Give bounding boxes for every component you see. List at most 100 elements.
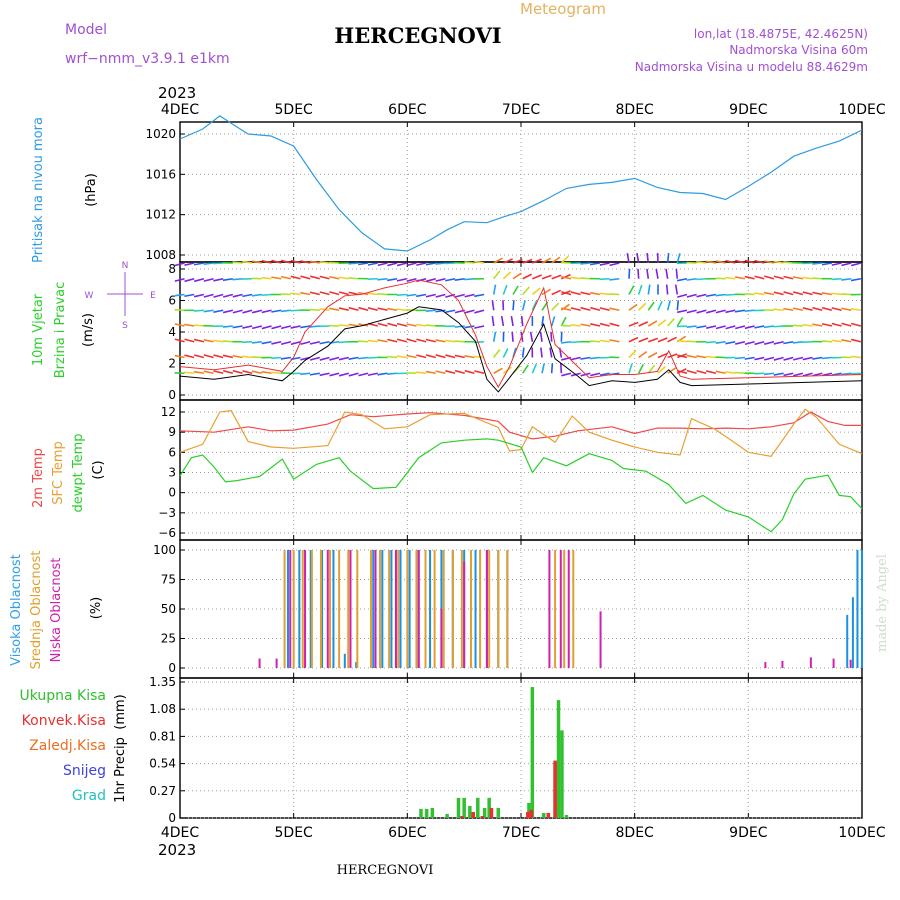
bottom-date-label: 6DEC (388, 825, 427, 841)
wind-arrow (560, 340, 572, 344)
wind-arrow (792, 340, 803, 344)
wind-arrow (677, 293, 688, 298)
wind-arrow (309, 356, 321, 361)
wind-arrow (754, 372, 765, 375)
wind-arrow (850, 307, 861, 312)
wind-arrow (280, 259, 292, 264)
wind-arrow (184, 371, 195, 375)
wind-arrow (387, 277, 398, 282)
wind-arrow (792, 356, 804, 361)
wind-arrow (193, 354, 205, 359)
wind-arrow (474, 325, 485, 329)
wind-arrow (474, 293, 485, 298)
precip-bar (482, 807, 487, 818)
clouds-bar (356, 550, 359, 668)
wind-arrow (532, 274, 542, 280)
wind-arrow (675, 268, 679, 279)
wind-arrow (655, 268, 659, 279)
model-label: Model (65, 22, 107, 38)
wind-arrow (520, 315, 524, 327)
clouds-bar (298, 550, 301, 668)
clouds-bar (861, 550, 863, 668)
precip-bar (460, 815, 464, 818)
clouds-bar (764, 662, 767, 668)
wind-arrow (646, 252, 650, 264)
wind-arrow (696, 325, 707, 329)
wind-arrow (657, 319, 667, 327)
precip-legend-item: Snijeg (63, 763, 106, 779)
top-date-axis: 4DEC 5DEC 6DEC 7DEC 8DEC 9DEC 10DEC (161, 102, 886, 118)
wind-arrow (261, 340, 272, 345)
wind-arrow (763, 291, 775, 296)
wind-arrow (725, 309, 736, 314)
wind-arrow (705, 260, 717, 264)
wind-arrow (580, 277, 591, 280)
clouds-bar (326, 550, 329, 668)
wind-arrow (773, 308, 784, 312)
wind-arrow (841, 307, 852, 312)
wind-arrow (522, 273, 532, 280)
footer-title: HERCEGNOVI (337, 863, 434, 878)
wind-arrow (812, 323, 823, 327)
wind-arrow (541, 257, 552, 264)
precip-legend-item: Grad (72, 788, 106, 804)
wind-arrow (222, 309, 234, 314)
wind-arrow (831, 322, 842, 327)
wind-arrow (222, 277, 233, 282)
wind-arrow (203, 370, 214, 375)
y-tick-label: −3 (158, 506, 176, 520)
wind-arrow (560, 316, 567, 327)
wind-arrow (309, 372, 320, 376)
wind-arrow (850, 372, 861, 375)
wind-arrow (676, 253, 681, 264)
wind-arrow (706, 370, 717, 375)
clouds-bar (506, 550, 509, 668)
wind-arrow (802, 356, 813, 361)
wind-arrow (329, 275, 340, 280)
wind-arrow (609, 307, 620, 312)
wind-arrow (531, 287, 541, 296)
y-tick-label: 8 (168, 262, 176, 276)
clouds-panel: 0 25 50 75 100 (153, 539, 863, 679)
wind-arrow (300, 260, 311, 264)
wind-arrow (522, 286, 530, 296)
clouds-bar (548, 550, 551, 668)
wind-panel: 0 2 4 6 8 (168, 261, 863, 402)
wind-arrow (812, 306, 823, 312)
wind-arrow (522, 364, 529, 374)
wind-arrow (435, 293, 446, 298)
wind-arrow (396, 355, 407, 359)
wind-arrow (290, 309, 301, 312)
wind-arrow (628, 349, 637, 359)
wind-arrow (242, 325, 253, 329)
wind-arrow (184, 338, 195, 343)
y-tick-label: 1020 (145, 127, 176, 141)
wind-arrow (290, 325, 301, 329)
wind-arrow (213, 339, 224, 343)
wind-arrow (213, 370, 224, 375)
wind-arrow (493, 349, 501, 358)
wind-arrow (599, 372, 610, 376)
wind-arrow (666, 252, 670, 264)
clouds-bar (451, 550, 454, 668)
wind-arrow (213, 293, 224, 298)
wind-arrow (251, 260, 262, 264)
wind-arrow (251, 356, 262, 359)
wind-arrow (676, 300, 680, 311)
wind-arrow (309, 325, 320, 328)
wind-arrow (464, 293, 475, 298)
wind-arrow (251, 370, 263, 375)
wind-arrow (531, 300, 538, 311)
wind-arrow (647, 320, 658, 327)
clouds-bar (497, 550, 500, 668)
wind-arrow (570, 324, 581, 327)
wind-arrow (560, 363, 563, 374)
wind-arrow (445, 277, 456, 282)
wind-arrow (763, 372, 775, 376)
wind-arrow (425, 262, 436, 266)
wind-arrow (667, 318, 675, 327)
wind-arrow (174, 277, 185, 282)
clouds-bar (846, 614, 849, 668)
meteogram-label: Meteogram (520, 0, 606, 18)
temperature-panel: −6 −3 0 3 6 9 12 (158, 399, 863, 541)
